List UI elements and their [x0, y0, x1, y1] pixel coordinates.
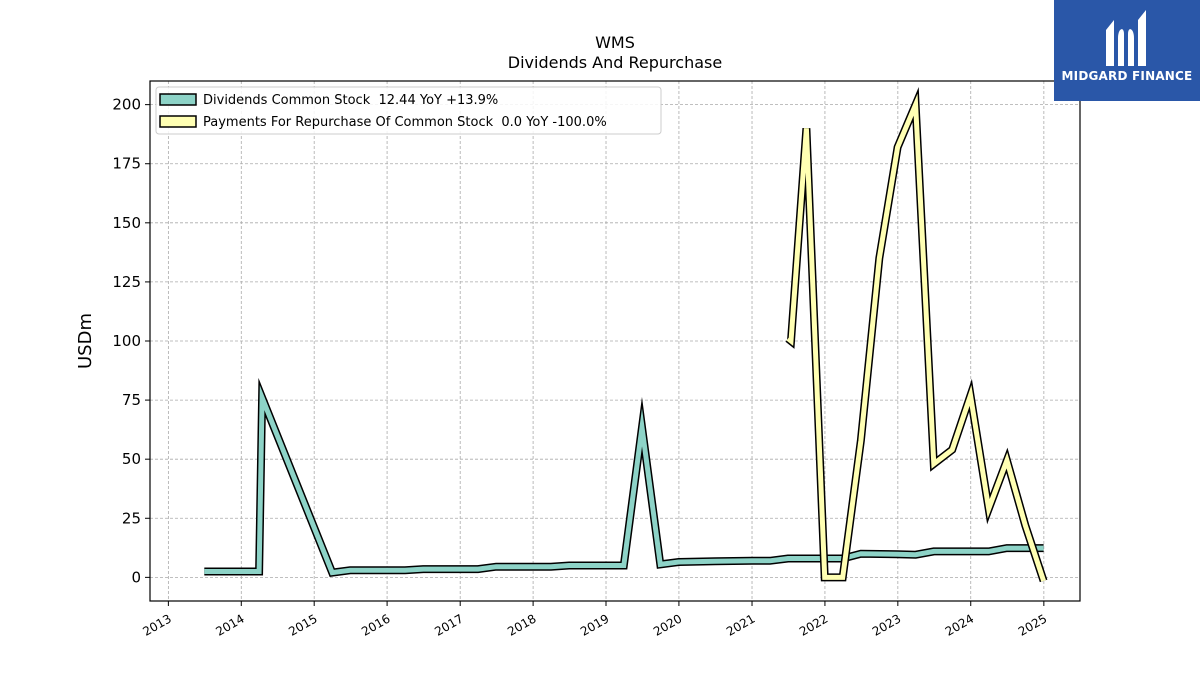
midgard-logo-icon	[1106, 10, 1146, 66]
y-tick-label: 75	[122, 391, 141, 409]
chart-subtitle: Dividends And Repurchase	[508, 53, 722, 72]
legend-box	[155, 86, 662, 135]
series-line-1	[786, 93, 1046, 582]
y-tick-label: 200	[112, 96, 141, 114]
x-tick-label: 2025	[1016, 611, 1049, 638]
y-axis-label: USDm	[75, 313, 96, 369]
legend: Dividends Common Stock 12.44 YoY +13.9% …	[155, 86, 662, 135]
chart-title: WMS	[595, 33, 635, 52]
x-tick-label: 2014	[213, 611, 246, 638]
x-tick-label: 2013	[140, 611, 173, 638]
x-tick-label: 2015	[286, 611, 319, 638]
brand-name: MIDGARD FINANCE	[1061, 69, 1193, 83]
x-tick-label: 2018	[505, 611, 538, 638]
x-tick-label: 2019	[578, 611, 611, 638]
x-tick-label: 2023	[870, 611, 903, 638]
legend-label-repurchase: Payments For Repurchase Of Common Stock …	[203, 115, 607, 130]
x-axis: 2013 2014 2015 2016 2017 2018 2019 2020 2021 2022…	[140, 601, 1049, 639]
series-line-0	[204, 385, 1044, 576]
y-tick-label: 150	[112, 214, 141, 232]
y-tick-label: 0	[131, 568, 141, 586]
grid	[150, 81, 1080, 601]
x-tick-label: 2021	[724, 611, 757, 638]
x-tick-label: 2017	[432, 611, 465, 638]
y-tick-label: 125	[112, 273, 141, 291]
brand-logo: MIDGARD FINANCE	[1054, 0, 1200, 101]
legend-label-dividends: Dividends Common Stock 12.44 YoY +13.9%	[203, 93, 498, 108]
y-tick-label: 100	[112, 332, 141, 350]
x-tick-label: 2016	[359, 611, 392, 638]
legend-swatch-repurchase	[159, 115, 197, 128]
x-tick-label: 2020	[651, 611, 684, 638]
x-tick-label: 2024	[943, 611, 976, 638]
x-tick-label: 2022	[797, 611, 830, 638]
y-axis: 0 25 50 75 100 125 150 175 200	[112, 96, 150, 586]
y-tick-label: 50	[122, 450, 141, 468]
y-tick-label: 175	[112, 155, 141, 173]
legend-swatch-dividends	[159, 93, 197, 106]
series-outline-1	[785, 86, 1048, 583]
y-tick-label: 25	[122, 509, 141, 527]
series-layer	[204, 86, 1048, 583]
